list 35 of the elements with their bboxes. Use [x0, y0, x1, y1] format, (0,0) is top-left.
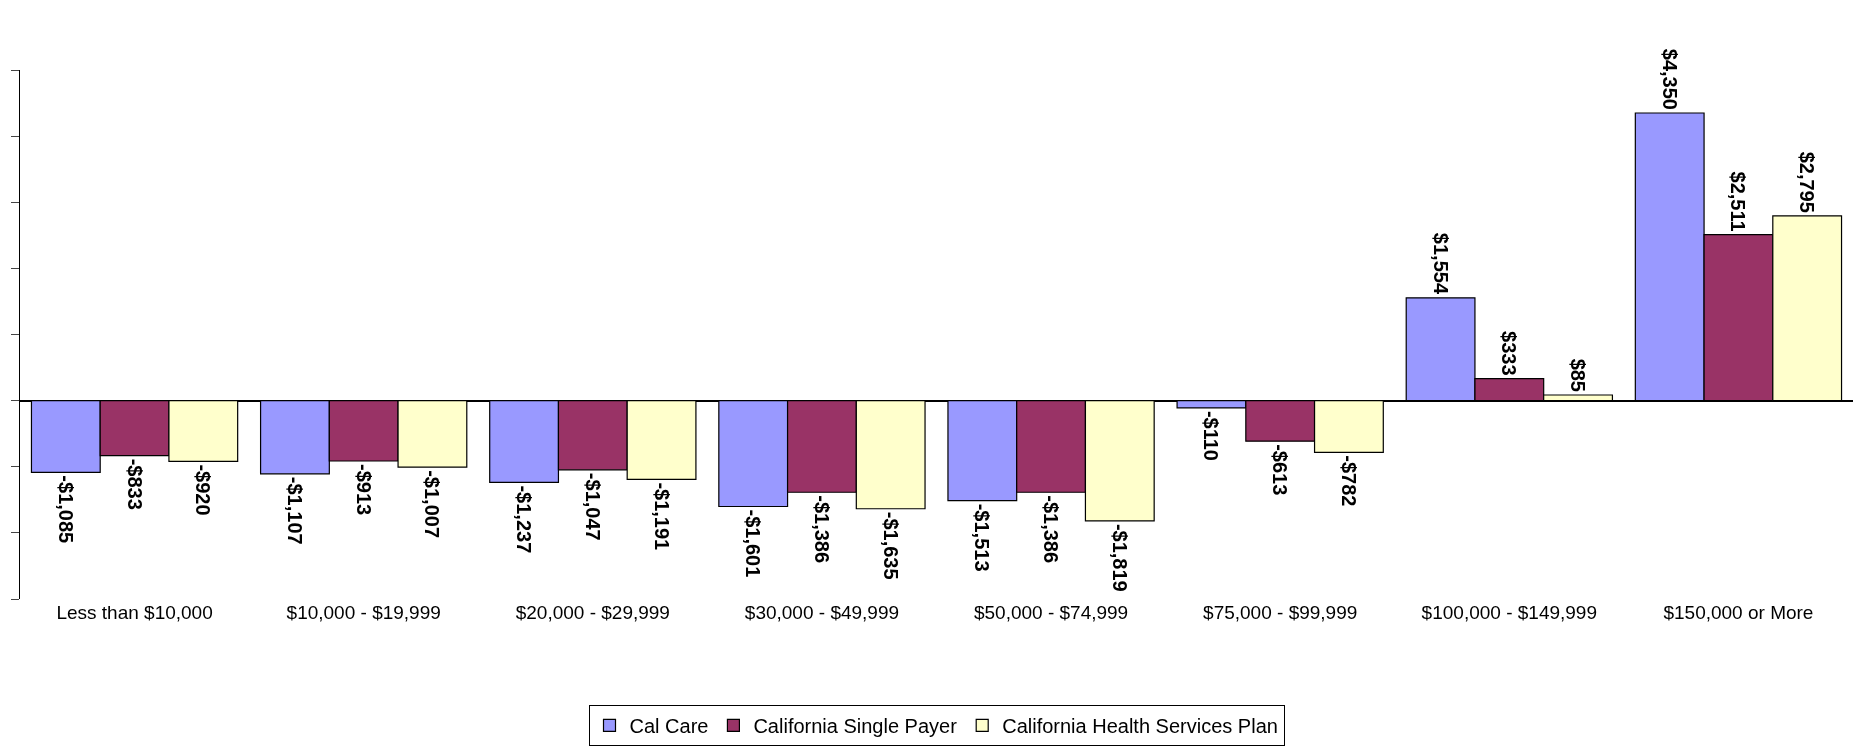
- data-label: -$1,107: [283, 476, 306, 545]
- data-label: -$1,601: [742, 509, 765, 578]
- data-label: -$1,007: [421, 470, 444, 539]
- data-label: -$913: [352, 464, 375, 516]
- data-label: -$920: [192, 464, 215, 516]
- x-tick-label: $100,000 - $149,999: [1421, 602, 1598, 623]
- data-label: -$1,513: [971, 503, 994, 572]
- data-label: -$1,386: [1040, 495, 1063, 564]
- data-label: -$833: [123, 458, 146, 510]
- x-tick-label: $20,000 - $29,999: [515, 602, 670, 623]
- x-tick-label: $50,000 - $74,999: [973, 602, 1129, 623]
- data-label: -$1,047: [581, 472, 604, 541]
- data-label: $2,795: [1796, 151, 1819, 213]
- x-tick-label: Less than $10,000: [56, 602, 213, 623]
- data-label: -$613: [1269, 444, 1292, 496]
- x-tick-label: $75,000 - $99,999: [1203, 602, 1358, 623]
- data-label: $1,554: [1429, 232, 1452, 295]
- data-label: $333: [1498, 331, 1521, 376]
- data-label: -$110: [1200, 410, 1223, 461]
- data-label: -$1,191: [650, 482, 673, 551]
- data-label: -$1,635: [879, 511, 902, 580]
- x-tick-label: $150,000 or More: [1663, 602, 1814, 623]
- legend-label: California Single Payer: [753, 715, 958, 738]
- legend-label: California Health Services Plan: [1002, 715, 1278, 738]
- data-label: $85: [1567, 358, 1590, 392]
- x-tick-label: $30,000 - $49,999: [744, 602, 900, 623]
- data-label: -$782: [1337, 455, 1360, 507]
- data-label: $4,350: [1658, 48, 1681, 110]
- data-label: -$1,386: [810, 495, 833, 564]
- data-label: $2,511: [1727, 171, 1750, 232]
- data-label: -$1,237: [513, 485, 536, 554]
- data-label: -$1,085: [54, 475, 77, 544]
- data-label: -$1,819: [1108, 523, 1131, 592]
- legend-label: Cal Care: [629, 715, 709, 738]
- x-tick-label: $10,000 - $19,999: [286, 602, 441, 623]
